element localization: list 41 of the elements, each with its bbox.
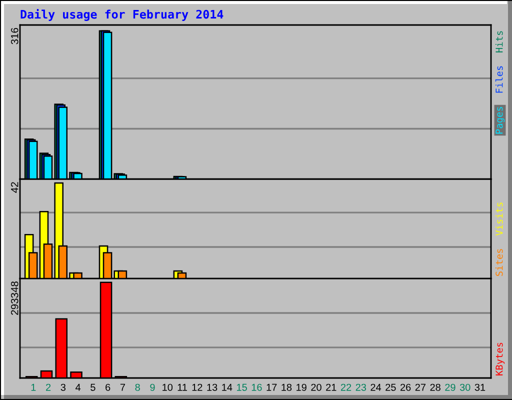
x-tick-label: 13 <box>207 384 218 391</box>
x-tick-label: 20 <box>311 384 322 391</box>
x-tick-label: 5 <box>90 384 96 391</box>
text: 293348 <box>10 282 18 315</box>
text: Files <box>495 66 503 93</box>
text: KBytes <box>496 342 505 376</box>
x-tick-label: 14 <box>222 384 232 391</box>
x-tick-label: 11 <box>178 384 187 391</box>
x-tick-label: 16 <box>252 384 262 391</box>
text: Hits <box>495 31 503 52</box>
x-tick-label: 18 <box>282 384 292 391</box>
x-tick-label: 12 <box>192 384 202 391</box>
text: Sites <box>495 249 503 276</box>
text: Visits <box>495 202 503 236</box>
x-tick-label: 27 <box>415 384 426 391</box>
x-tick-label: 8 <box>135 384 140 391</box>
x-tick-label: 29 <box>445 384 456 391</box>
x-tick-label: 4 <box>76 384 81 391</box>
x-tick-label: 23 <box>356 384 366 391</box>
x-tick-label: 19 <box>296 384 306 391</box>
x-tick-label: 26 <box>400 384 411 391</box>
text: 316 <box>10 28 18 44</box>
x-tick-label: 3 <box>60 384 66 391</box>
x-tick-label: 10 <box>162 384 173 391</box>
x-tick-label: 2 <box>46 384 51 391</box>
x-tick-label: 17 <box>266 384 277 391</box>
x-tick-label: 24 <box>370 384 382 391</box>
x-tick-label: 22 <box>340 384 352 391</box>
x-tick-label: 21 <box>326 384 336 391</box>
x-tick-label: 30 <box>460 384 470 391</box>
text: Pages <box>496 107 505 134</box>
text: 42 <box>10 182 18 193</box>
x-tick-label: 31 <box>474 384 486 391</box>
x-tick-label: 7 <box>120 384 125 391</box>
x-tick-label: 9 <box>150 384 155 391</box>
x-tick-label: 28 <box>430 384 440 391</box>
x-tick-label: 25 <box>386 384 396 391</box>
x-tick-label: 1 <box>31 384 36 391</box>
x-tick-label: 15 <box>237 384 247 391</box>
x-tick-label: 6 <box>106 384 110 391</box>
chart-title: Daily usage for February 2014 <box>20 9 224 21</box>
